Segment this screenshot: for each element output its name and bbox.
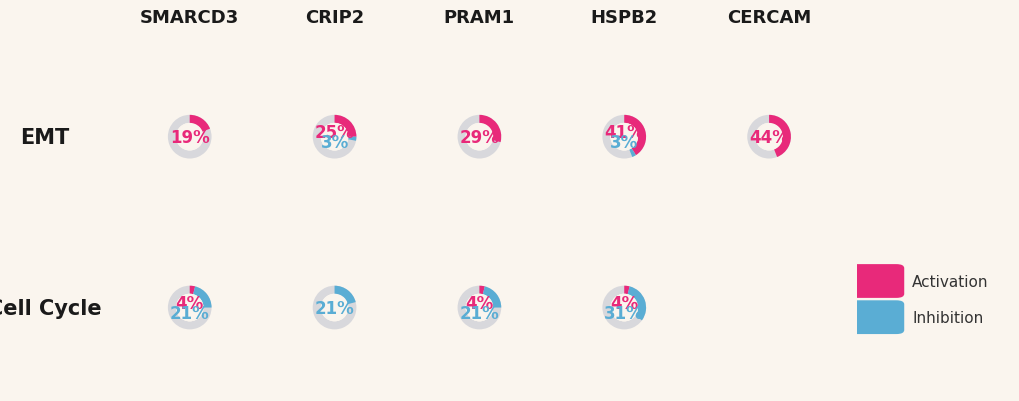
Circle shape — [321, 124, 347, 150]
Text: Cell Cycle: Cell Cycle — [0, 298, 101, 318]
Wedge shape — [602, 115, 645, 159]
Circle shape — [466, 124, 492, 150]
FancyBboxPatch shape — [848, 265, 903, 298]
Circle shape — [176, 295, 203, 321]
Wedge shape — [458, 286, 500, 330]
Circle shape — [755, 124, 782, 150]
Text: SMARCD3: SMARCD3 — [140, 9, 239, 27]
Text: 4%: 4% — [465, 294, 493, 312]
Circle shape — [321, 295, 347, 321]
Circle shape — [321, 295, 347, 321]
Circle shape — [466, 295, 492, 321]
Wedge shape — [313, 286, 356, 330]
Wedge shape — [190, 286, 195, 295]
Text: EMT: EMT — [20, 128, 69, 147]
Text: 31%: 31% — [604, 304, 643, 322]
Text: Inhibition: Inhibition — [911, 310, 982, 325]
Text: CRIP2: CRIP2 — [305, 9, 364, 27]
Wedge shape — [334, 115, 356, 137]
Wedge shape — [624, 286, 629, 295]
Circle shape — [176, 124, 203, 150]
Wedge shape — [458, 115, 500, 159]
Wedge shape — [629, 148, 635, 158]
Text: 25%: 25% — [315, 124, 354, 142]
Text: 4%: 4% — [175, 294, 204, 312]
FancyBboxPatch shape — [848, 301, 903, 334]
Text: 21%: 21% — [460, 304, 498, 322]
Wedge shape — [190, 115, 210, 132]
Text: 3%: 3% — [320, 134, 348, 152]
Circle shape — [755, 124, 782, 150]
Wedge shape — [627, 287, 645, 320]
Circle shape — [610, 124, 637, 150]
Wedge shape — [747, 115, 790, 159]
Wedge shape — [482, 287, 500, 308]
Circle shape — [321, 124, 347, 150]
Circle shape — [610, 295, 637, 321]
Circle shape — [176, 295, 203, 321]
Wedge shape — [193, 287, 211, 308]
Wedge shape — [313, 115, 356, 159]
Text: CERCAM: CERCAM — [727, 9, 810, 27]
Circle shape — [466, 295, 492, 321]
Wedge shape — [168, 115, 211, 159]
Circle shape — [176, 124, 203, 150]
Wedge shape — [768, 115, 790, 158]
Circle shape — [321, 124, 347, 150]
Circle shape — [466, 295, 492, 321]
Circle shape — [610, 295, 637, 321]
Wedge shape — [168, 286, 211, 330]
Text: 19%: 19% — [170, 128, 209, 146]
Text: 29%: 29% — [459, 128, 499, 146]
Circle shape — [610, 124, 637, 150]
Text: 21%: 21% — [315, 299, 354, 317]
Text: HSPB2: HSPB2 — [590, 9, 657, 27]
Text: 3%: 3% — [609, 134, 638, 152]
Circle shape — [176, 295, 203, 321]
Circle shape — [466, 124, 492, 150]
Text: 4%: 4% — [609, 294, 638, 312]
Text: PRAM1: PRAM1 — [443, 9, 515, 27]
Wedge shape — [347, 137, 356, 142]
Wedge shape — [479, 115, 500, 143]
Wedge shape — [602, 286, 645, 330]
Text: Activation: Activation — [911, 274, 987, 289]
Wedge shape — [479, 286, 484, 295]
Wedge shape — [334, 286, 356, 304]
Text: 41%: 41% — [604, 124, 643, 142]
Text: 21%: 21% — [170, 304, 209, 322]
Circle shape — [610, 295, 637, 321]
Wedge shape — [624, 115, 645, 156]
Circle shape — [610, 124, 637, 150]
Text: 44%: 44% — [748, 128, 789, 146]
